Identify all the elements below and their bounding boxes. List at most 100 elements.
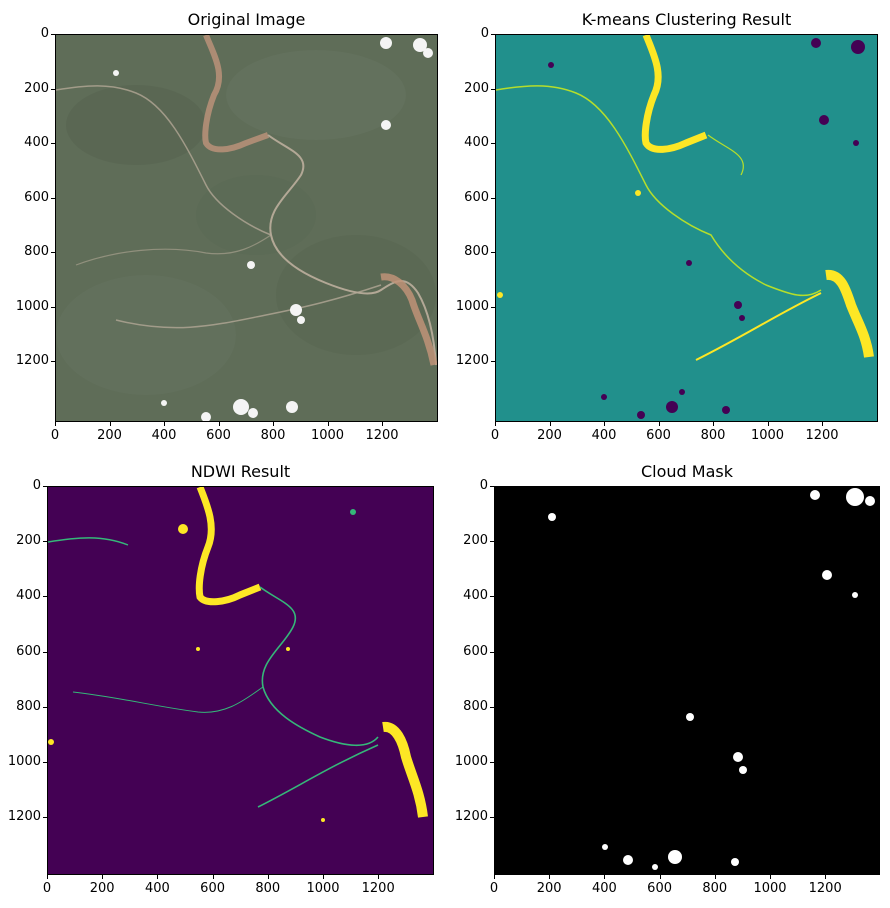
y-tick-label: 0 [480, 26, 489, 41]
image-area-original [55, 34, 438, 422]
x-tick-label: 400 [591, 881, 617, 896]
y-tick-label: 0 [40, 26, 49, 41]
x-tick-label: 600 [647, 881, 672, 896]
x-tick-label: 600 [206, 428, 231, 443]
panel-title: Original Image [187, 10, 306, 29]
y-tick-label: 0 [479, 478, 488, 493]
x-tick-label: 1000 [753, 881, 787, 896]
x-tick-mark [825, 875, 827, 879]
y-tick-mark [491, 252, 495, 253]
x-tick-label: 0 [42, 881, 52, 896]
y-tick-mark [490, 486, 494, 487]
y-tick-label: 800 [24, 244, 49, 259]
x-tick-mark [659, 875, 661, 879]
y-tick-mark [491, 143, 495, 144]
y-tick-label: 400 [463, 588, 488, 604]
x-tick-mark [604, 875, 606, 879]
x-tick-label: 1000 [750, 428, 785, 443]
x-tick-label: 400 [144, 881, 170, 896]
y-tick-mark [491, 197, 495, 199]
y-tick-label: 1000 [15, 298, 49, 314]
x-tick-label: 200 [536, 881, 562, 896]
y-tick-mark [51, 361, 55, 362]
y-tick-mark [490, 706, 494, 708]
x-tick-mark [218, 422, 220, 426]
x-tick-mark [164, 422, 165, 426]
kmeans-image [496, 35, 877, 421]
y-tick-mark [43, 651, 47, 653]
x-tick-mark [157, 875, 159, 879]
x-tick-label: 200 [537, 428, 562, 443]
y-tick-label: 200 [463, 533, 488, 549]
x-tick-label: 600 [200, 881, 225, 896]
x-tick-mark [494, 875, 495, 879]
y-tick-label: 600 [24, 189, 49, 205]
x-tick-mark [102, 875, 104, 879]
y-tick-mark [491, 34, 495, 35]
panel-title: K-means Clustering Result [581, 10, 792, 29]
y-tick-label: 600 [464, 189, 489, 205]
y-tick-label: 1000 [7, 754, 41, 769]
y-tick-mark [43, 762, 47, 763]
x-tick-label: 400 [591, 428, 617, 443]
x-tick-label: 800 [260, 428, 286, 443]
x-tick-mark [549, 875, 551, 879]
satellite-image [56, 35, 437, 421]
x-tick-mark [767, 422, 769, 426]
x-tick-mark [822, 422, 823, 426]
y-tick-label: 1200 [15, 353, 49, 368]
y-tick-label: 1200 [7, 809, 41, 825]
x-tick-label: 1200 [365, 428, 399, 443]
x-tick-label: 400 [151, 428, 177, 443]
x-tick-mark [549, 422, 551, 426]
x-tick-label: 800 [255, 881, 281, 896]
y-tick-mark [51, 306, 55, 308]
y-tick-mark [491, 88, 495, 90]
y-tick-mark [490, 541, 494, 543]
x-tick-label: 600 [646, 428, 671, 443]
x-tick-label: 1200 [805, 428, 839, 443]
y-tick-mark [51, 88, 55, 90]
y-tick-mark [43, 706, 47, 708]
y-tick-label: 400 [16, 588, 41, 604]
y-tick-label: 400 [464, 135, 489, 150]
x-tick-label: 0 [490, 428, 500, 443]
y-tick-mark [51, 252, 55, 253]
y-tick-mark [51, 143, 55, 144]
x-tick-label: 800 [702, 881, 728, 896]
y-tick-label: 1000 [454, 754, 488, 769]
x-tick-mark [212, 875, 214, 879]
y-tick-mark [51, 34, 55, 35]
y-tick-mark [491, 361, 495, 362]
y-tick-mark [490, 596, 494, 598]
y-tick-label: 200 [464, 80, 489, 96]
x-tick-label: 200 [89, 881, 115, 896]
x-tick-mark [770, 875, 771, 879]
x-tick-mark [47, 875, 48, 879]
panel-title: Cloud Mask [641, 462, 733, 481]
x-tick-mark [495, 422, 496, 426]
y-tick-label: 1200 [455, 353, 489, 368]
x-tick-label: 0 [50, 428, 60, 443]
y-tick-mark [490, 651, 494, 653]
ndwi-image [48, 487, 433, 874]
image-area-ndwi [47, 486, 434, 875]
y-tick-mark [43, 596, 47, 598]
x-tick-mark [604, 422, 605, 426]
image-area-cloud [494, 486, 880, 875]
y-tick-mark [490, 762, 494, 763]
y-tick-mark [43, 817, 47, 819]
x-tick-mark [323, 875, 324, 879]
y-tick-label: 200 [24, 80, 49, 96]
y-tick-label: 0 [32, 478, 41, 493]
y-tick-label: 200 [16, 533, 41, 549]
x-tick-mark [273, 422, 274, 426]
x-tick-mark [713, 422, 714, 426]
x-tick-mark [109, 422, 111, 426]
x-tick-label: 800 [700, 428, 726, 443]
x-tick-label: 1200 [361, 881, 395, 896]
y-tick-label: 600 [463, 643, 488, 659]
y-tick-label: 1200 [454, 809, 488, 825]
y-tick-label: 800 [464, 244, 489, 259]
y-tick-label: 800 [463, 698, 488, 714]
